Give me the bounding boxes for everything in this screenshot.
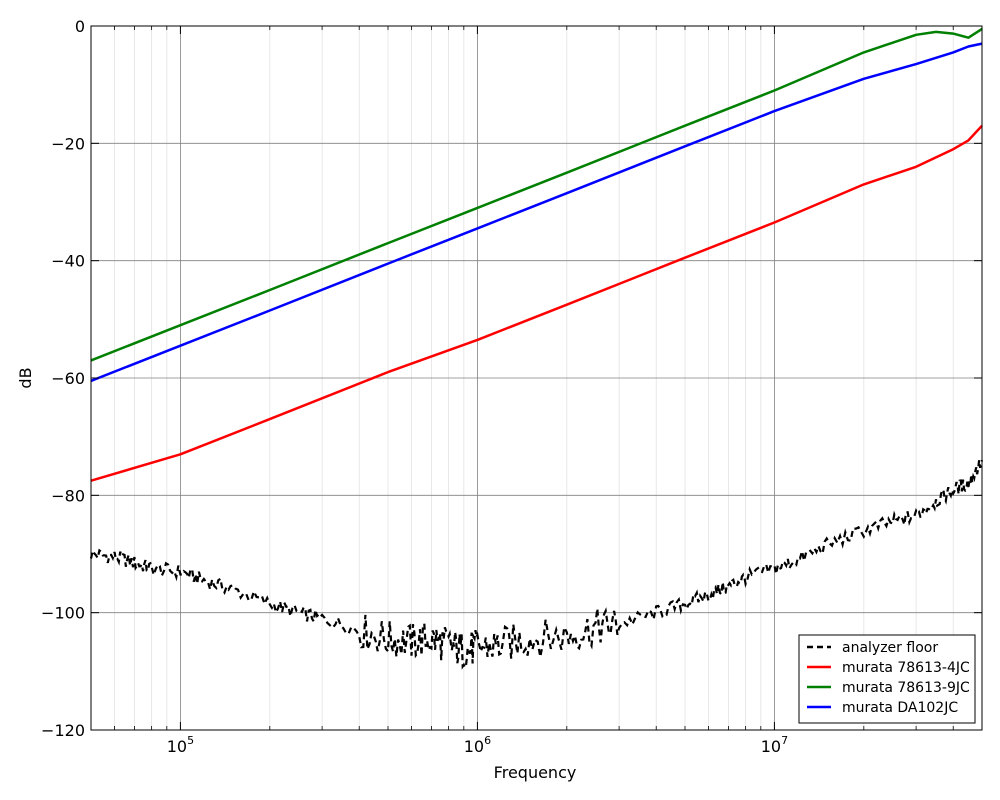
- x-axis-label: Frequency: [494, 763, 577, 782]
- x-tick-label: 106: [464, 734, 491, 756]
- y-tick-label: −120: [41, 721, 85, 740]
- legend-entry-label: murata 78613-9JC: [842, 680, 970, 696]
- legend-box: [798, 634, 976, 724]
- legend: analyzer floor murata 78613-4JC murata 786…: [798, 634, 976, 724]
- y-tick-label: −20: [51, 134, 85, 153]
- axis-ticks: [90, 25, 983, 731]
- series-layer: [89, 27, 984, 670]
- series-line-2: [90, 27, 983, 362]
- y-tick-label: −40: [51, 252, 85, 271]
- legend-entry-label: murata 78613-4JC: [842, 660, 970, 676]
- y-axis-label: dB: [16, 367, 35, 388]
- x-tick-label: 105: [167, 734, 194, 756]
- y-tick-label: 0: [75, 17, 85, 36]
- series-line-3: [90, 42, 983, 383]
- x-tick-label: 107: [761, 734, 788, 756]
- y-tick-label: −100: [41, 604, 85, 623]
- legend-entry-label: murata DA102JC: [842, 700, 958, 716]
- tick-labels: 105 106 107 0 −20 −40 −60 −80 −100 −120: [41, 17, 788, 756]
- y-tick-label: −60: [51, 369, 85, 388]
- series-line-analyzer-floor: [89, 459, 984, 670]
- series-line-1: [90, 124, 983, 482]
- legend-entry-label: analyzer floor: [842, 640, 938, 656]
- y-tick-label: −80: [51, 486, 85, 505]
